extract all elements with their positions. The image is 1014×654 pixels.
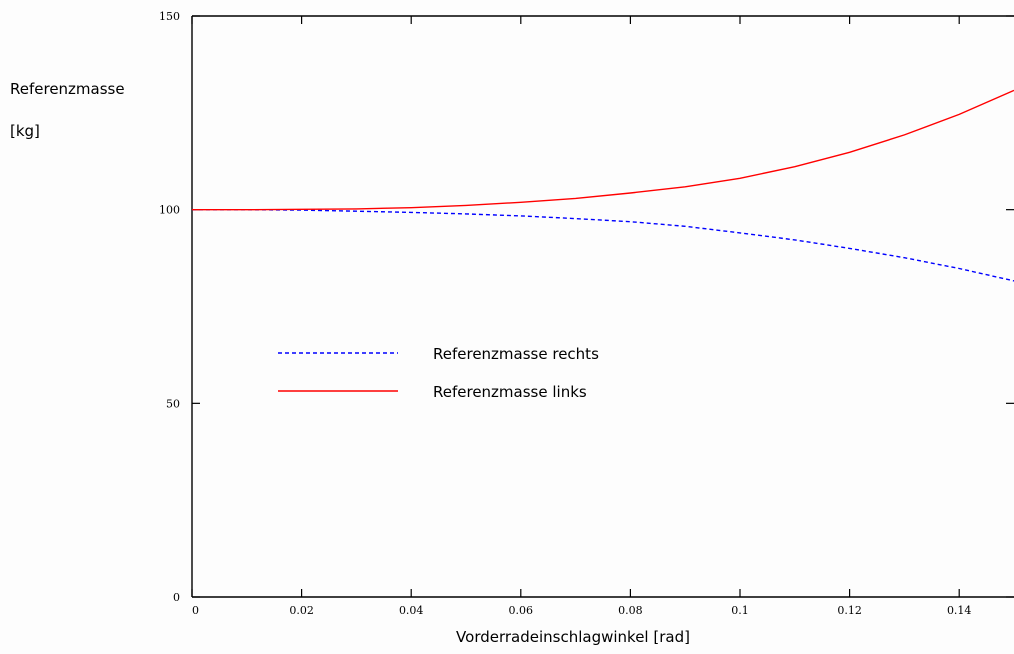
x-tick-label: 0.14 xyxy=(947,604,972,617)
x-tick-label: 0.12 xyxy=(837,604,862,617)
y-tick-label: 0 xyxy=(173,591,180,604)
y-axis-label-line2: [kg] xyxy=(10,122,40,140)
x-tick-label: 0.04 xyxy=(399,604,424,617)
x-tick-label: 0.08 xyxy=(618,604,643,617)
y-tick-label: 100 xyxy=(159,204,180,217)
series-line-links xyxy=(192,89,1014,211)
x-tick-label: 0 xyxy=(192,604,199,617)
series-line-rechts xyxy=(192,208,1014,282)
x-axis-ticks: 0 0.02 0.04 0.06 0.08 0.1 0.12 0.14 xyxy=(191,16,972,617)
y-axis-label-line1: Referenzmasse xyxy=(10,80,125,98)
series-layer xyxy=(192,89,1014,282)
legend-label: Referenzmasse links xyxy=(433,383,587,401)
plot-frame xyxy=(191,15,1014,598)
y-axis-ticks: 0 50 100 150 xyxy=(159,10,1014,604)
legend: Referenzmasse rechts Referenzmasse links xyxy=(278,345,599,401)
x-tick-label: 0.1 xyxy=(731,604,749,617)
x-tick-label: 0.02 xyxy=(289,604,314,617)
legend-label: Referenzmasse rechts xyxy=(433,345,599,363)
y-tick-label: 50 xyxy=(166,397,180,410)
y-tick-label: 150 xyxy=(159,10,180,23)
x-axis-title: Vorderradeinschlagwinkel [rad] xyxy=(456,628,690,646)
x-tick-label: 0.06 xyxy=(509,604,534,617)
